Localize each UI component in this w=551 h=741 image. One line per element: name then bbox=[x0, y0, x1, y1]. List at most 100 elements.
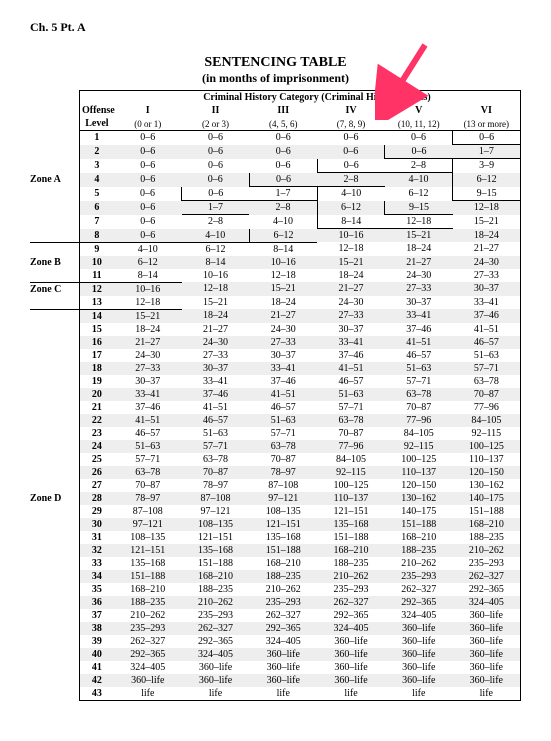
zone-label bbox=[30, 583, 79, 596]
sentence-cell: 4–10 bbox=[385, 173, 453, 187]
zone-label bbox=[30, 323, 79, 336]
sentence-cell: 10–16 bbox=[249, 256, 317, 269]
sentence-cell: 168–210 bbox=[182, 570, 250, 583]
sentence-cell: 41–51 bbox=[114, 414, 182, 427]
sentence-cell: 1–7 bbox=[453, 145, 521, 159]
sentence-cell: 151–188 bbox=[249, 544, 317, 557]
sentence-cell: 51–63 bbox=[453, 349, 521, 362]
sentence-cell: 8–14 bbox=[317, 215, 385, 229]
sentence-cell: 4–10 bbox=[182, 229, 250, 243]
sentence-cell: 140–175 bbox=[385, 505, 453, 518]
sentence-cell: 6–12 bbox=[249, 229, 317, 243]
offense-level: 22 bbox=[79, 414, 113, 427]
sentence-cell: 18–24 bbox=[182, 309, 250, 323]
sentence-cell: 210–262 bbox=[317, 570, 385, 583]
sentence-cell: 360–life bbox=[453, 635, 521, 648]
sentence-cell: 30–37 bbox=[182, 362, 250, 375]
sentence-cell: 360–life bbox=[453, 674, 521, 687]
sentence-cell: 151–188 bbox=[114, 570, 182, 583]
page-title: SENTENCING TABLE bbox=[30, 55, 521, 71]
sentence-cell: 37–46 bbox=[249, 375, 317, 388]
sentence-cell: 77–96 bbox=[317, 440, 385, 453]
points-header: (13 or more) bbox=[453, 117, 521, 131]
sentence-cell: 78–97 bbox=[249, 466, 317, 479]
zone-label bbox=[30, 635, 79, 648]
sentence-cell: 151–188 bbox=[453, 505, 521, 518]
offense-level: 34 bbox=[79, 570, 113, 583]
sentence-cell: 168–210 bbox=[317, 544, 385, 557]
zone-label bbox=[30, 648, 79, 661]
sentence-cell: 121–151 bbox=[317, 505, 385, 518]
sentence-cell: 15–21 bbox=[249, 282, 317, 296]
sentence-cell: 168–210 bbox=[453, 518, 521, 531]
sentence-cell: 324–405 bbox=[249, 635, 317, 648]
sentence-cell: 84–105 bbox=[317, 453, 385, 466]
zone-label bbox=[30, 466, 79, 479]
sentence-cell: 4–10 bbox=[249, 215, 317, 229]
sentence-cell: 0–6 bbox=[317, 159, 385, 173]
sentence-cell: 135–168 bbox=[182, 544, 250, 557]
sentence-cell: 292–365 bbox=[182, 635, 250, 648]
sentence-cell: 0–6 bbox=[114, 201, 182, 215]
sentence-cell: 15–21 bbox=[317, 256, 385, 269]
sentence-cell: 63–78 bbox=[249, 440, 317, 453]
sentence-cell: 18–24 bbox=[249, 296, 317, 310]
sentence-cell: 121–151 bbox=[249, 518, 317, 531]
zone-label bbox=[30, 557, 79, 570]
sentence-cell: 188–235 bbox=[249, 570, 317, 583]
zone-label bbox=[30, 401, 79, 414]
sentence-cell: 10–16 bbox=[182, 269, 250, 283]
offense-level: 7 bbox=[79, 215, 113, 229]
sentence-cell: life bbox=[114, 687, 182, 701]
sentence-cell: 8–14 bbox=[114, 269, 182, 283]
sentence-cell: 210–262 bbox=[182, 596, 250, 609]
offense-level: 15 bbox=[79, 323, 113, 336]
sentence-cell: 0–6 bbox=[385, 145, 453, 159]
sentence-cell: 188–235 bbox=[182, 583, 250, 596]
sentence-cell: 57–71 bbox=[385, 375, 453, 388]
offense-level: 2 bbox=[79, 145, 113, 159]
sentence-cell: 92–115 bbox=[317, 466, 385, 479]
sentence-cell: 37–46 bbox=[182, 388, 250, 401]
offense-header-2: Level bbox=[79, 117, 113, 131]
offense-level: 29 bbox=[79, 505, 113, 518]
offense-level: 16 bbox=[79, 336, 113, 349]
zone-label bbox=[30, 215, 79, 229]
sentence-cell: 15–21 bbox=[385, 229, 453, 243]
sentence-cell: 30–37 bbox=[317, 323, 385, 336]
offense-level: 6 bbox=[79, 201, 113, 215]
sentence-cell: 360–life bbox=[114, 674, 182, 687]
sentence-cell: 0–6 bbox=[182, 187, 250, 201]
cat-header: V bbox=[385, 104, 453, 117]
sentence-cell: 63–78 bbox=[114, 466, 182, 479]
offense-level: 42 bbox=[79, 674, 113, 687]
sentence-cell: 292–365 bbox=[453, 583, 521, 596]
points-header: (7, 8, 9) bbox=[317, 117, 385, 131]
sentence-cell: 6–12 bbox=[182, 242, 250, 256]
sentence-cell: 24–30 bbox=[182, 336, 250, 349]
sentence-cell: 92–115 bbox=[453, 427, 521, 440]
zone-label: Zone A bbox=[30, 173, 79, 187]
sentence-cell: 130–162 bbox=[453, 479, 521, 492]
sentence-cell: 33–41 bbox=[114, 388, 182, 401]
zone-label bbox=[30, 309, 79, 323]
offense-level: 23 bbox=[79, 427, 113, 440]
sentence-cell: 41–51 bbox=[249, 388, 317, 401]
sentence-cell: 30–37 bbox=[249, 349, 317, 362]
zone-label bbox=[30, 201, 79, 215]
sentence-cell: 57–71 bbox=[114, 453, 182, 466]
zone-label bbox=[30, 242, 79, 256]
zone-label: Zone B bbox=[30, 256, 79, 269]
zone-label bbox=[30, 145, 79, 159]
sentence-cell: 292–365 bbox=[385, 596, 453, 609]
offense-level: 35 bbox=[79, 583, 113, 596]
sentence-cell: 37–46 bbox=[385, 323, 453, 336]
sentence-cell: 140–175 bbox=[453, 492, 521, 505]
sentence-cell: 10–16 bbox=[317, 229, 385, 243]
sentence-cell: 360–life bbox=[453, 661, 521, 674]
sentence-cell: life bbox=[249, 687, 317, 701]
sentence-cell: 27–33 bbox=[249, 336, 317, 349]
sentence-cell: 41–51 bbox=[453, 323, 521, 336]
sentence-cell: 262–327 bbox=[114, 635, 182, 648]
sentence-cell: 360–life bbox=[249, 674, 317, 687]
